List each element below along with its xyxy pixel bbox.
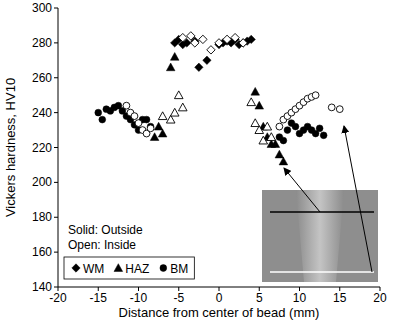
x-tick-label: -5	[173, 291, 184, 305]
point	[292, 123, 299, 130]
y-tick	[54, 182, 58, 183]
y-tick-label: 300	[32, 1, 52, 15]
point	[135, 120, 142, 127]
point	[187, 32, 195, 40]
x-tick-label: 15	[333, 291, 347, 305]
point	[170, 53, 179, 61]
point	[251, 119, 260, 127]
point	[255, 126, 264, 134]
point	[178, 103, 187, 111]
x-tick-label: 5	[256, 291, 263, 305]
point	[284, 127, 291, 134]
annotation: Open: Inside	[68, 238, 136, 252]
legend-marker	[72, 264, 80, 272]
legend-label: BM	[170, 262, 188, 276]
y-tick-label: 160	[32, 245, 52, 259]
point	[123, 102, 130, 109]
point	[275, 150, 284, 158]
x-tick-label: 0	[216, 291, 223, 305]
legend-label: HAZ	[125, 262, 149, 276]
y-tick	[54, 287, 58, 288]
y-tick-label: 280	[32, 36, 52, 50]
point	[150, 133, 159, 141]
legend-label: WM	[83, 262, 104, 276]
x-tick-label: 10	[293, 291, 307, 305]
point	[276, 123, 283, 130]
y-axis-title: Vickers hardness, HV10	[3, 78, 18, 217]
y-tick	[54, 252, 58, 253]
point	[195, 63, 203, 71]
point	[170, 108, 179, 116]
arrows	[284, 126, 372, 272]
x-tick-label: 20	[373, 291, 387, 305]
point	[255, 101, 264, 109]
y-tick-label: 240	[32, 106, 52, 120]
point	[174, 91, 183, 99]
point	[143, 116, 150, 123]
y-tick	[54, 42, 58, 43]
annotation: Solid: Outside	[68, 223, 143, 237]
point	[336, 106, 343, 113]
point	[154, 122, 163, 130]
legend-marker	[160, 265, 167, 272]
point	[95, 109, 102, 116]
y-tick	[54, 8, 58, 9]
point	[131, 113, 138, 120]
x-tick-label: -10	[130, 291, 148, 305]
y-tick	[54, 147, 58, 148]
point	[320, 132, 327, 139]
chart: 140160180200220240260280300-20-15-10-505…	[0, 0, 395, 322]
point	[267, 133, 276, 141]
point	[328, 104, 335, 111]
y-tick-label: 180	[32, 210, 52, 224]
point	[215, 39, 223, 47]
weld-photo	[262, 190, 378, 282]
point	[203, 56, 211, 64]
point	[239, 39, 247, 47]
x-tick-label: -20	[49, 291, 67, 305]
point	[231, 33, 239, 41]
point	[191, 39, 199, 47]
point	[207, 46, 215, 54]
y-tick-label: 260	[32, 71, 52, 85]
y-tick-label: 220	[32, 141, 52, 155]
points	[95, 32, 343, 165]
x-tick-label: -15	[90, 291, 108, 305]
point	[280, 137, 287, 144]
legend: WM HAZ BM	[64, 257, 194, 279]
point	[279, 157, 288, 165]
point	[247, 98, 256, 106]
point	[147, 125, 154, 132]
point	[166, 63, 175, 71]
x-axis-title: Distance from center of bead (mm)	[119, 305, 320, 320]
point	[316, 125, 323, 132]
legend-box	[64, 257, 194, 279]
y-tick-label: 200	[32, 175, 52, 189]
y-tick	[54, 77, 58, 78]
point	[199, 35, 207, 43]
point	[247, 35, 255, 43]
point	[263, 122, 272, 130]
point	[312, 92, 319, 99]
point	[223, 35, 231, 43]
legend-marker	[114, 264, 123, 272]
point	[259, 136, 268, 144]
point	[158, 129, 167, 137]
point	[179, 33, 187, 41]
point	[251, 87, 260, 95]
y-tick	[54, 217, 58, 218]
point	[99, 116, 106, 123]
point	[158, 112, 167, 120]
y-tick	[54, 112, 58, 113]
